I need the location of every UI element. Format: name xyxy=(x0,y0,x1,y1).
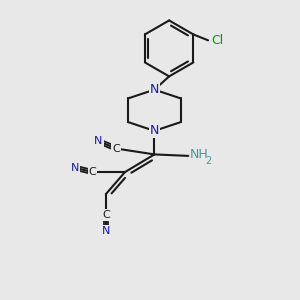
Text: N: N xyxy=(94,136,103,146)
Text: 2: 2 xyxy=(206,156,212,166)
Text: C: C xyxy=(112,143,120,154)
Text: C: C xyxy=(89,167,97,177)
Text: N: N xyxy=(150,124,159,137)
Text: Cl: Cl xyxy=(211,34,223,47)
Text: N: N xyxy=(71,163,79,173)
Text: NH: NH xyxy=(190,148,208,161)
Text: C: C xyxy=(102,210,110,220)
Text: N: N xyxy=(102,226,110,236)
Text: N: N xyxy=(150,83,159,96)
